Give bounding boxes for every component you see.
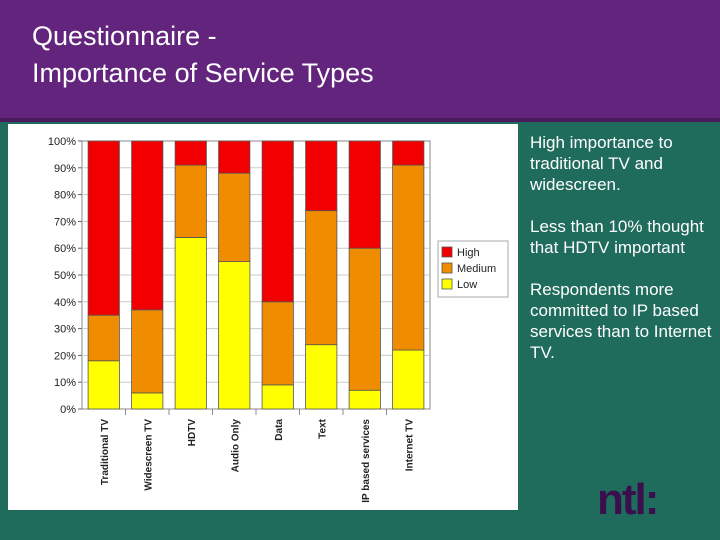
bar-segment-low [87, 360, 120, 410]
x-category-label: Widescreen TV [143, 419, 154, 491]
legend-swatch-low [441, 278, 453, 290]
x-category-label: Internet TV [404, 419, 415, 472]
x-category-label: IP based services [361, 419, 372, 503]
title-line-2: Importance of Service Types [32, 58, 374, 88]
y-tick-label: 60% [54, 243, 76, 255]
bar-segment-medium [261, 301, 294, 386]
y-tick-label: 30% [54, 324, 76, 336]
bar-segment-high [218, 140, 251, 174]
ntl-logo: ntl: [597, 475, 659, 524]
legend-label-medium: Medium [457, 263, 496, 275]
bar-segment-medium [87, 314, 120, 362]
legend-label-low: Low [457, 279, 477, 291]
note-2: Less than 10% thought that HDTV importan… [530, 217, 704, 257]
y-tick-label: 20% [54, 350, 76, 362]
y-tick-label: 40% [54, 297, 76, 309]
legend-swatch-high [441, 246, 453, 258]
bar-segment-high [87, 140, 120, 316]
note-1: High importance to traditional TV and wi… [530, 133, 673, 194]
bar-segment-low [218, 261, 251, 410]
bar-segment-low [174, 237, 207, 410]
bar-segment-low [392, 349, 425, 410]
legend-swatch-medium [441, 262, 453, 274]
bar-segment-medium [392, 164, 425, 351]
bar-segment-high [348, 140, 381, 249]
chart-panel: 0% 10% 20% 30% 40% 50% 60% 70% 80% 90% 100% Traditi… [8, 124, 518, 510]
y-tick-label: 50% [54, 270, 76, 282]
y-tick-label: 80% [54, 190, 76, 202]
y-tick-label: 10% [54, 377, 76, 389]
bar-segment-medium [218, 172, 251, 263]
bar-segment-high [305, 140, 338, 212]
legend-label-high: High [457, 247, 480, 259]
bar-segment-low [261, 384, 294, 410]
bar-segment-low [305, 344, 338, 410]
notes-panel: High importance to traditional TV and wi… [530, 132, 715, 384]
bar-segment-medium [348, 247, 381, 391]
y-tick-label: 90% [54, 163, 76, 175]
x-category-label: Audio Only [230, 419, 241, 473]
bar-segment-high [131, 140, 164, 311]
y-tick-label: 70% [54, 216, 76, 228]
bar-segment-medium [174, 164, 207, 238]
y-tick-label: 0% [60, 404, 76, 416]
x-category-label: Data [274, 419, 285, 441]
title-line-1: Questionnaire - [32, 21, 217, 51]
header-divider [0, 118, 720, 122]
bar-segment-high [261, 140, 294, 303]
y-tick-label: 100% [48, 136, 76, 148]
slide-header: Questionnaire - Importance of Service Ty… [0, 0, 720, 118]
x-category-label: HDTV [187, 419, 198, 447]
note-3: Respondents more committed to IP based s… [530, 280, 712, 362]
bar-segment-high [392, 140, 425, 166]
x-category-label: Text [317, 418, 328, 438]
bar-segment-medium [305, 210, 338, 346]
slide-title: Questionnaire - Importance of Service Ty… [32, 18, 374, 92]
bar-segment-medium [131, 309, 164, 394]
bar-segment-low [131, 392, 164, 410]
bar-segment-high [174, 140, 207, 166]
x-category-label: Traditional TV [100, 419, 111, 485]
bar-segment-low [348, 389, 381, 410]
stacked-bar-chart: 0% 10% 20% 30% 40% 50% 60% 70% 80% 90% 100% Traditi… [48, 136, 509, 503]
